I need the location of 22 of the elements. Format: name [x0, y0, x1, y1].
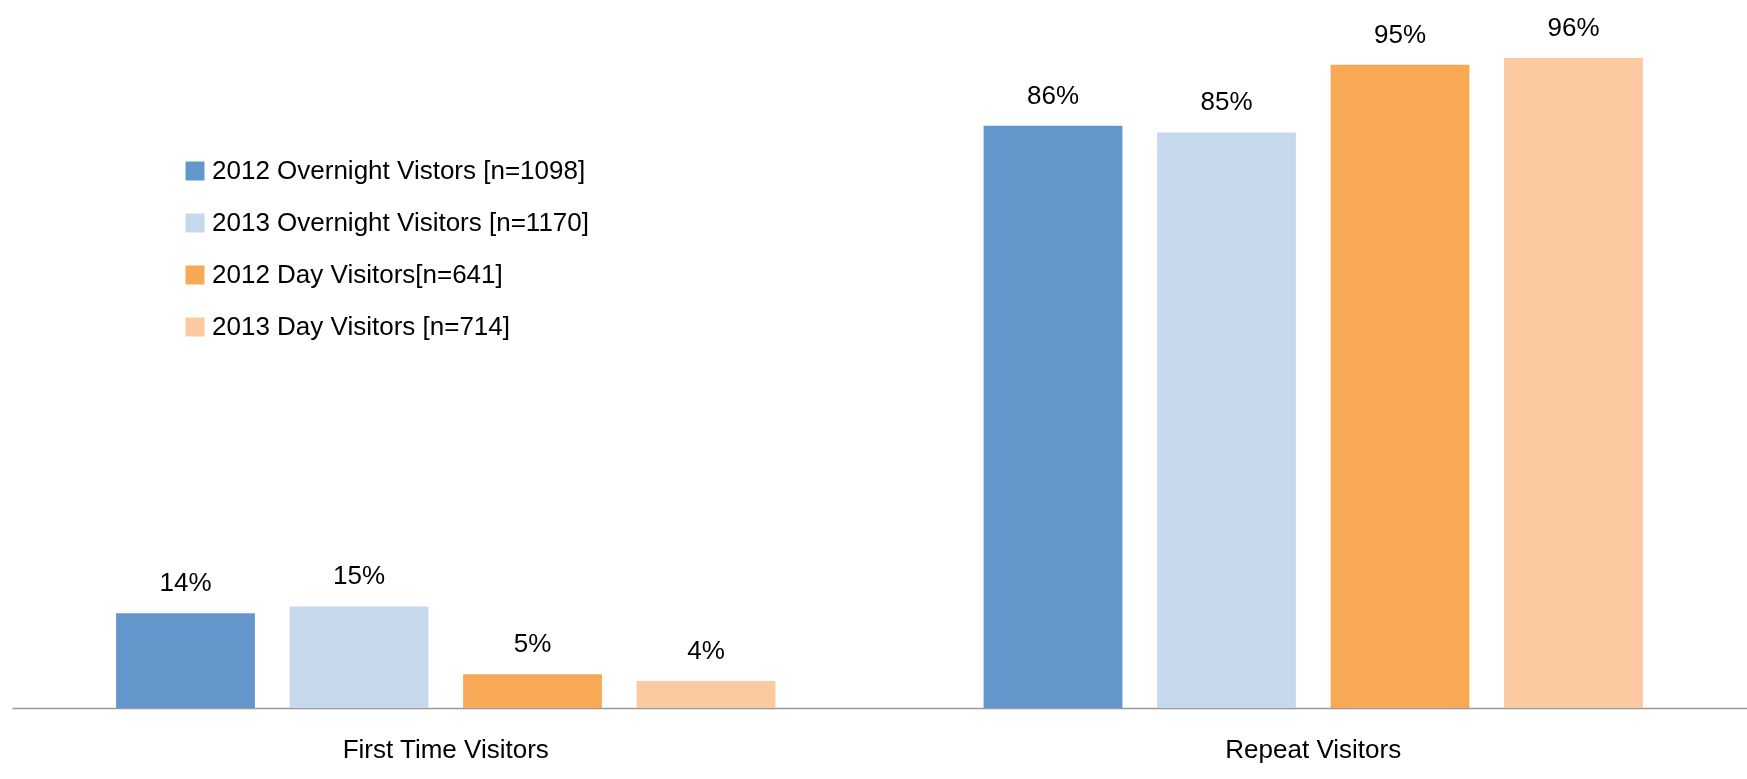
- bar: [983, 125, 1123, 708]
- data-label: 86%: [1026, 79, 1080, 110]
- x-tick-label: Repeat Visitors: [1225, 733, 1402, 764]
- legend-label: 2013 Overnight Visitors [n=1170]: [212, 207, 589, 237]
- legend-label: 2012 Overnight Vistors [n=1098]: [212, 155, 586, 185]
- x-tick-label: First Time Visitors: [342, 733, 549, 764]
- data-label: 15%: [332, 560, 386, 591]
- bar: [289, 606, 429, 708]
- bar: [1157, 132, 1296, 708]
- bar: [636, 680, 776, 708]
- bar: [1504, 58, 1643, 708]
- data-label: 4%: [687, 634, 725, 665]
- bar: [116, 613, 255, 708]
- data-label: 85%: [1200, 86, 1253, 117]
- data-label: 14%: [159, 567, 212, 598]
- bar: [463, 674, 602, 708]
- legend-label: 2012 Day Visitors[n=641]: [212, 259, 503, 289]
- data-label: 96%: [1547, 12, 1600, 42]
- legend-label: 2013 Day Visitors [n=714]: [212, 311, 510, 341]
- data-label: 5%: [513, 628, 552, 659]
- data-label: 95%: [1373, 18, 1427, 49]
- bar: [1330, 64, 1470, 708]
